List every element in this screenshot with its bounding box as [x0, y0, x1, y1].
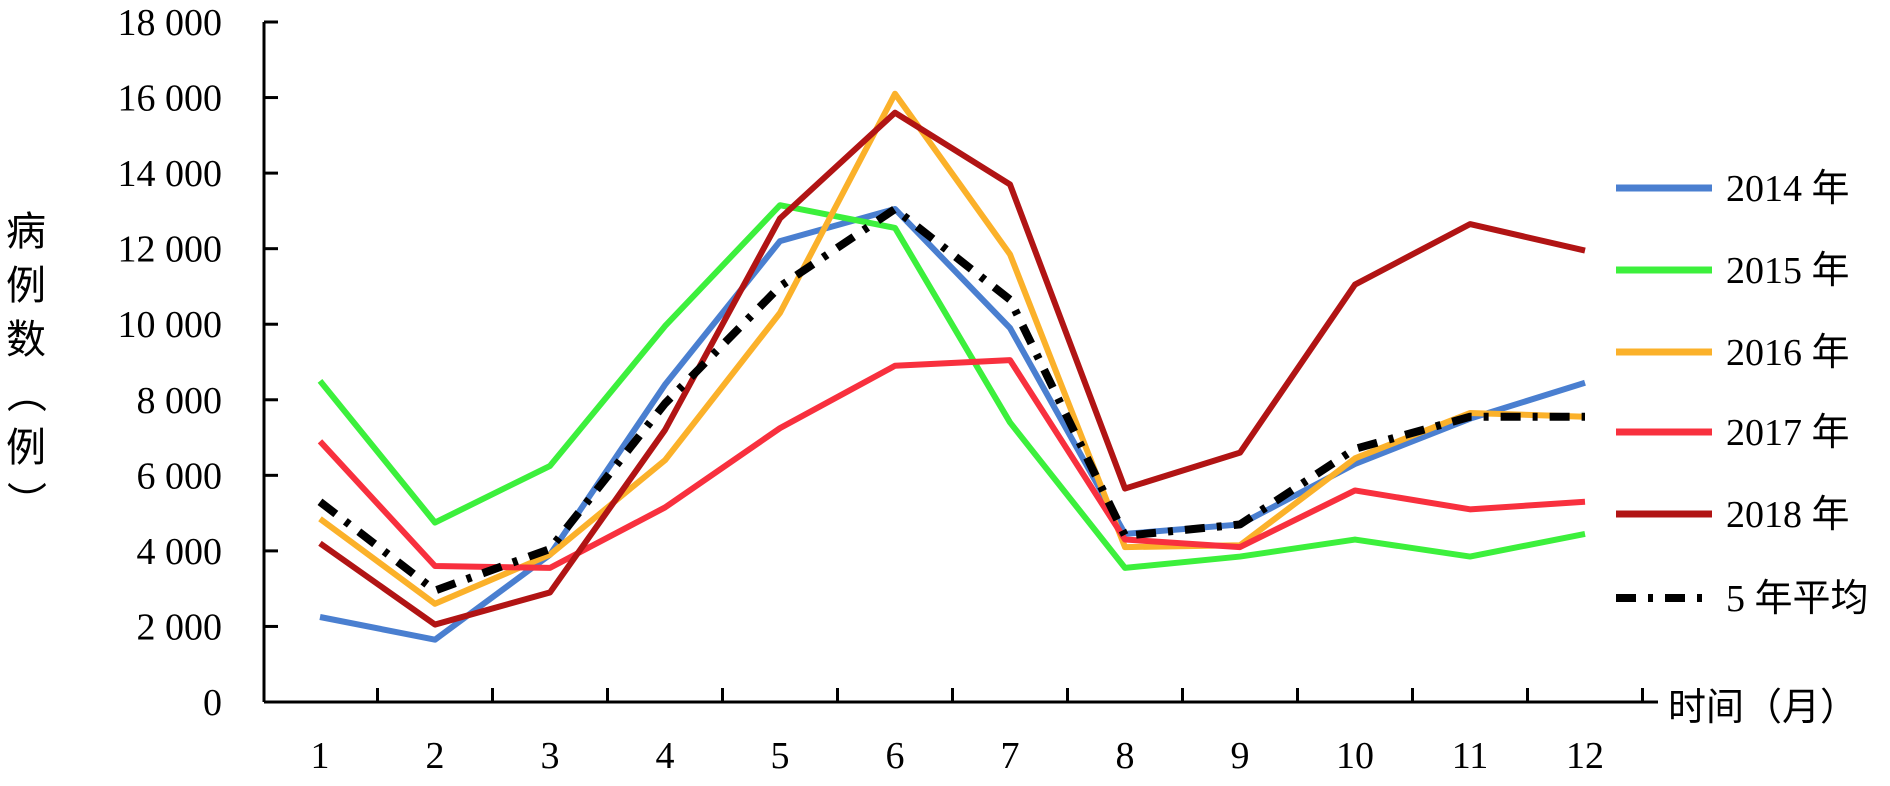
y-axis-title: 病例数（例） [2, 209, 48, 521]
series-line [317, 202, 1586, 571]
y-tick-label: 12 000 [118, 229, 223, 271]
x-tick-label: 11 [1452, 735, 1489, 777]
x-tick-label: 8 [1116, 735, 1135, 777]
x-tick-label: 7 [1001, 735, 1020, 777]
x-tick-label: 3 [541, 735, 560, 777]
chart-series-lines [317, 90, 1586, 643]
y-tick-label: 0 [203, 682, 222, 724]
series-line [318, 109, 1586, 628]
chart-legend: 2014 年 2015 年 2016 年 2017 年 2018 年 5 年平均 [1616, 168, 1869, 620]
x-tick-label: 4 [656, 735, 675, 777]
y-tick-label: 4 000 [137, 531, 223, 573]
y-axis-title-char: 例 [6, 425, 46, 471]
x-tick-label: 9 [1231, 735, 1250, 777]
series-line [317, 357, 1586, 571]
y-axis-title-char: （ [2, 373, 48, 413]
legend-label: 2014 年 [1726, 168, 1850, 210]
legend-label: 2017 年 [1726, 412, 1850, 454]
chart-axes [262, 22, 1658, 704]
x-axis-title: 时间（月） [1668, 687, 1858, 729]
series-line [317, 205, 1585, 595]
y-tick-label: 16 000 [118, 78, 223, 120]
y-tick-label: 14 000 [118, 153, 223, 195]
y-axis-title-char: 例 [6, 263, 46, 309]
chart-ticks: 0 2 000 4 000 6 000 8 000 10 000 12 000 14 000 1… [118, 2, 1644, 777]
y-tick-label: 8 000 [137, 380, 223, 422]
y-axis-title-char: 病 [6, 209, 46, 255]
y-tick-label: 2 000 [137, 606, 223, 648]
legend-label: 2018 年 [1726, 494, 1850, 536]
legend-label: 2016 年 [1726, 332, 1850, 374]
y-tick-label: 6 000 [137, 455, 223, 497]
y-axis-title-char: 数 [6, 317, 46, 363]
x-tick-label: 1 [311, 735, 330, 777]
legend-label: 5 年平均 [1726, 578, 1869, 620]
y-tick-label: 18 000 [118, 2, 223, 44]
y-tick-label: 10 000 [118, 304, 223, 346]
series-line [318, 90, 1586, 607]
x-tick-label: 2 [426, 735, 445, 777]
x-tick-label: 5 [771, 735, 790, 777]
y-axis-title-char: ） [2, 481, 48, 521]
x-tick-label: 12 [1566, 735, 1604, 777]
legend-label: 2015 年 [1726, 250, 1850, 292]
x-tick-label: 6 [886, 735, 905, 777]
x-tick-label: 10 [1336, 735, 1374, 777]
